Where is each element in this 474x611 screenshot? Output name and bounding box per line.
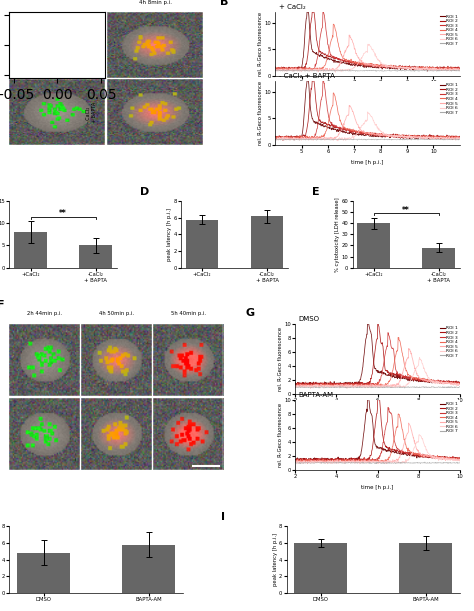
X-axis label: time [h p.i.]: time [h p.i.] — [351, 90, 383, 96]
Y-axis label: peak latency [h p.i.]: peak latency [h p.i.] — [167, 208, 172, 261]
Bar — [14, 232, 47, 268]
Bar — [79, 246, 112, 268]
Text: BAPTA-AM: BAPTA-AM — [299, 392, 334, 398]
Legend: ROI 1, ROI 2, ROI 3, ROI 4, ROI 5, ROI 6, ROI 7: ROI 1, ROI 2, ROI 3, ROI 4, ROI 5, ROI 6… — [440, 326, 457, 357]
Y-axis label: rel. R-Geco fluorescence: rel. R-Geco fluorescence — [278, 403, 283, 467]
Text: E: E — [312, 186, 319, 197]
Bar — [18, 553, 70, 593]
Text: I: I — [221, 512, 225, 522]
Y-axis label: % cytotoxicity [LDH release]: % cytotoxicity [LDH release] — [335, 197, 340, 272]
Text: + CaCl₂: + CaCl₂ — [86, 35, 91, 55]
Text: 5h 40min p.i.: 5h 40min p.i. — [171, 312, 206, 316]
Bar — [122, 544, 175, 593]
Text: 4h 50min p.i.: 4h 50min p.i. — [99, 312, 134, 316]
Text: - CaCl₂
+ BAPTA: - CaCl₂ + BAPTA — [86, 101, 97, 123]
Text: 4h 8min p.i.: 4h 8min p.i. — [139, 1, 172, 5]
Text: F: F — [0, 300, 4, 310]
Text: + CaCl₂: + CaCl₂ — [279, 4, 306, 10]
Bar — [186, 219, 219, 268]
Bar — [294, 543, 347, 593]
Bar — [400, 543, 452, 593]
Bar — [422, 247, 455, 268]
X-axis label: time [h p.i.]: time [h p.i.] — [361, 409, 394, 414]
Text: G: G — [246, 308, 255, 318]
X-axis label: time [h p.i.]: time [h p.i.] — [351, 159, 383, 164]
Y-axis label: rel. R-Geco fluorescence: rel. R-Geco fluorescence — [258, 81, 263, 145]
Text: - CaCl₂ + BAPTA: - CaCl₂ + BAPTA — [279, 73, 335, 79]
Y-axis label: peak latency [h p.i.]: peak latency [h p.i.] — [273, 533, 278, 586]
Text: D: D — [140, 186, 149, 197]
Y-axis label: rel. R-Geco fluorescence: rel. R-Geco fluorescence — [278, 327, 283, 391]
Bar — [357, 224, 390, 268]
Legend: ROI 1, ROI 2, ROI 3, ROI 4, ROI 5, ROI 6, ROI 7: ROI 1, ROI 2, ROI 3, ROI 4, ROI 5, ROI 6… — [440, 15, 457, 46]
Text: DMSO: DMSO — [299, 316, 319, 322]
Legend: ROI 1, ROI 2, ROI 3, ROI 4, ROI 5, ROI 6, ROI 7: ROI 1, ROI 2, ROI 3, ROI 4, ROI 5, ROI 6… — [440, 83, 457, 115]
Text: 2h 44min p.i.: 2h 44min p.i. — [27, 312, 62, 316]
Text: 5h 12min p.i.: 5h 12min p.i. — [39, 67, 76, 72]
X-axis label: time [h p.i.]: time [h p.i.] — [361, 485, 394, 489]
Bar — [251, 216, 283, 268]
Text: **: ** — [59, 209, 67, 218]
Text: B: B — [220, 0, 228, 7]
Y-axis label: rel. R-Geco fluorescence: rel. R-Geco fluorescence — [258, 12, 263, 76]
Text: **: ** — [402, 205, 410, 214]
Legend: ROI 1, ROI 2, ROI 3, ROI 4, ROI 5, ROI 6, ROI 7: ROI 1, ROI 2, ROI 3, ROI 4, ROI 5, ROI 6… — [440, 402, 457, 433]
